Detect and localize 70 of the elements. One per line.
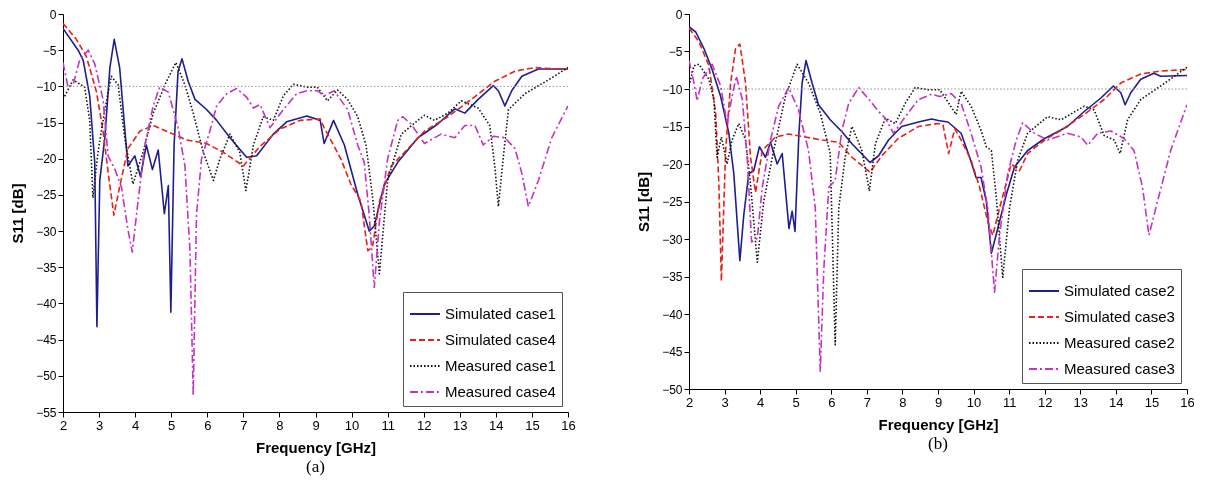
y-tick-label: −40 [36, 296, 57, 311]
y-tick-label: −35 [662, 270, 683, 284]
x-axis-title: Frequency [GHz] [255, 438, 377, 456]
y-tick-label: 0 [49, 7, 57, 22]
y-tick-label: −50 [36, 369, 57, 384]
y-tick-label: −30 [662, 232, 683, 247]
y-tick-label: −5 [668, 45, 683, 59]
y-tick-label: −45 [36, 333, 57, 348]
legend-label: Measured case1 [445, 357, 556, 374]
x-tick-label: 16 [561, 417, 576, 433]
x-tick-label: 13 [1073, 394, 1089, 410]
legend-label: Simulated case2 [1064, 282, 1175, 299]
y-tick-label: −10 [662, 82, 683, 97]
y-tick-label: −10 [36, 79, 57, 94]
line-series [63, 49, 568, 397]
x-tick-label: 9 [934, 394, 943, 410]
x-tick-label: 10 [966, 394, 982, 410]
x-tick-label: 6 [204, 417, 212, 433]
x-tick-label: 2 [59, 417, 68, 433]
legend-label: Simulated case3 [1064, 308, 1175, 325]
text: (a) [306, 457, 325, 476]
legend-label: Measured case4 [445, 383, 556, 400]
x-tick-label: 8 [899, 394, 907, 410]
line-series [63, 22, 568, 252]
x-tick-label: 3 [95, 417, 104, 433]
x-tick-label: 9 [312, 417, 320, 433]
x-tick-label: 13 [453, 417, 468, 433]
x-tick-label: 15 [525, 417, 540, 433]
y-tick-label: −25 [36, 188, 57, 203]
legend-label: Measured case3 [1064, 360, 1175, 377]
x-tick-label: 5 [168, 417, 176, 433]
y-tick-label: −45 [662, 345, 683, 359]
legend-label: Measured case2 [1064, 334, 1175, 351]
y-tick-label: −50 [662, 382, 683, 397]
y-tick-label: −40 [662, 307, 683, 322]
x-tick-label: 16 [1180, 394, 1195, 410]
x-tick-label: 14 [489, 417, 504, 433]
x-tick-label: 12 [416, 417, 432, 433]
y-tick-label: −15 [36, 116, 57, 131]
x-tick-label: 4 [132, 417, 140, 433]
y-axis-title: S11 [dB] [635, 171, 653, 233]
x-tick-label: 6 [828, 394, 836, 410]
x-tick-label: 7 [863, 394, 871, 410]
x-tick-label: 14 [1109, 394, 1124, 410]
y-tick-label: −15 [662, 120, 683, 134]
x-tick-label: 3 [721, 394, 729, 410]
x-tick-label: 10 [344, 417, 360, 433]
y-tick-label: −30 [36, 224, 57, 239]
x-tick-label: 4 [757, 394, 765, 410]
x-tick-label: 15 [1144, 394, 1160, 410]
x-tick-label: 8 [276, 417, 284, 433]
y-tick-label: −55 [36, 405, 57, 420]
legend-label: Simulated case4 [445, 331, 556, 348]
x-tick-label: 7 [240, 417, 248, 433]
legend-label: Simulated case1 [445, 305, 556, 322]
x-tick-label: 5 [792, 394, 800, 410]
x-tick-label: 2 [685, 394, 694, 410]
x-tick-label: 12 [1037, 394, 1053, 410]
y-tick-label: −25 [662, 195, 683, 209]
y-axis-title: S11 [dB] [9, 183, 27, 244]
x-axis-title: Frequency [GHz] [878, 415, 999, 433]
y-tick-label: −20 [662, 157, 683, 172]
x-tick-label: 11 [381, 417, 395, 433]
y-tick-label: −35 [36, 260, 57, 275]
x-tick-label: 11 [1002, 394, 1017, 410]
y-tick-label: −20 [36, 152, 57, 167]
text: (b) [928, 434, 948, 453]
line-series [63, 61, 568, 275]
y-tick-label: −5 [42, 43, 57, 58]
y-tick-label: 0 [675, 7, 683, 22]
